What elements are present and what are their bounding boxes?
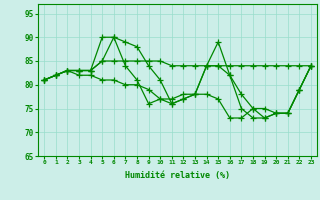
X-axis label: Humidité relative (%): Humidité relative (%) [125,171,230,180]
